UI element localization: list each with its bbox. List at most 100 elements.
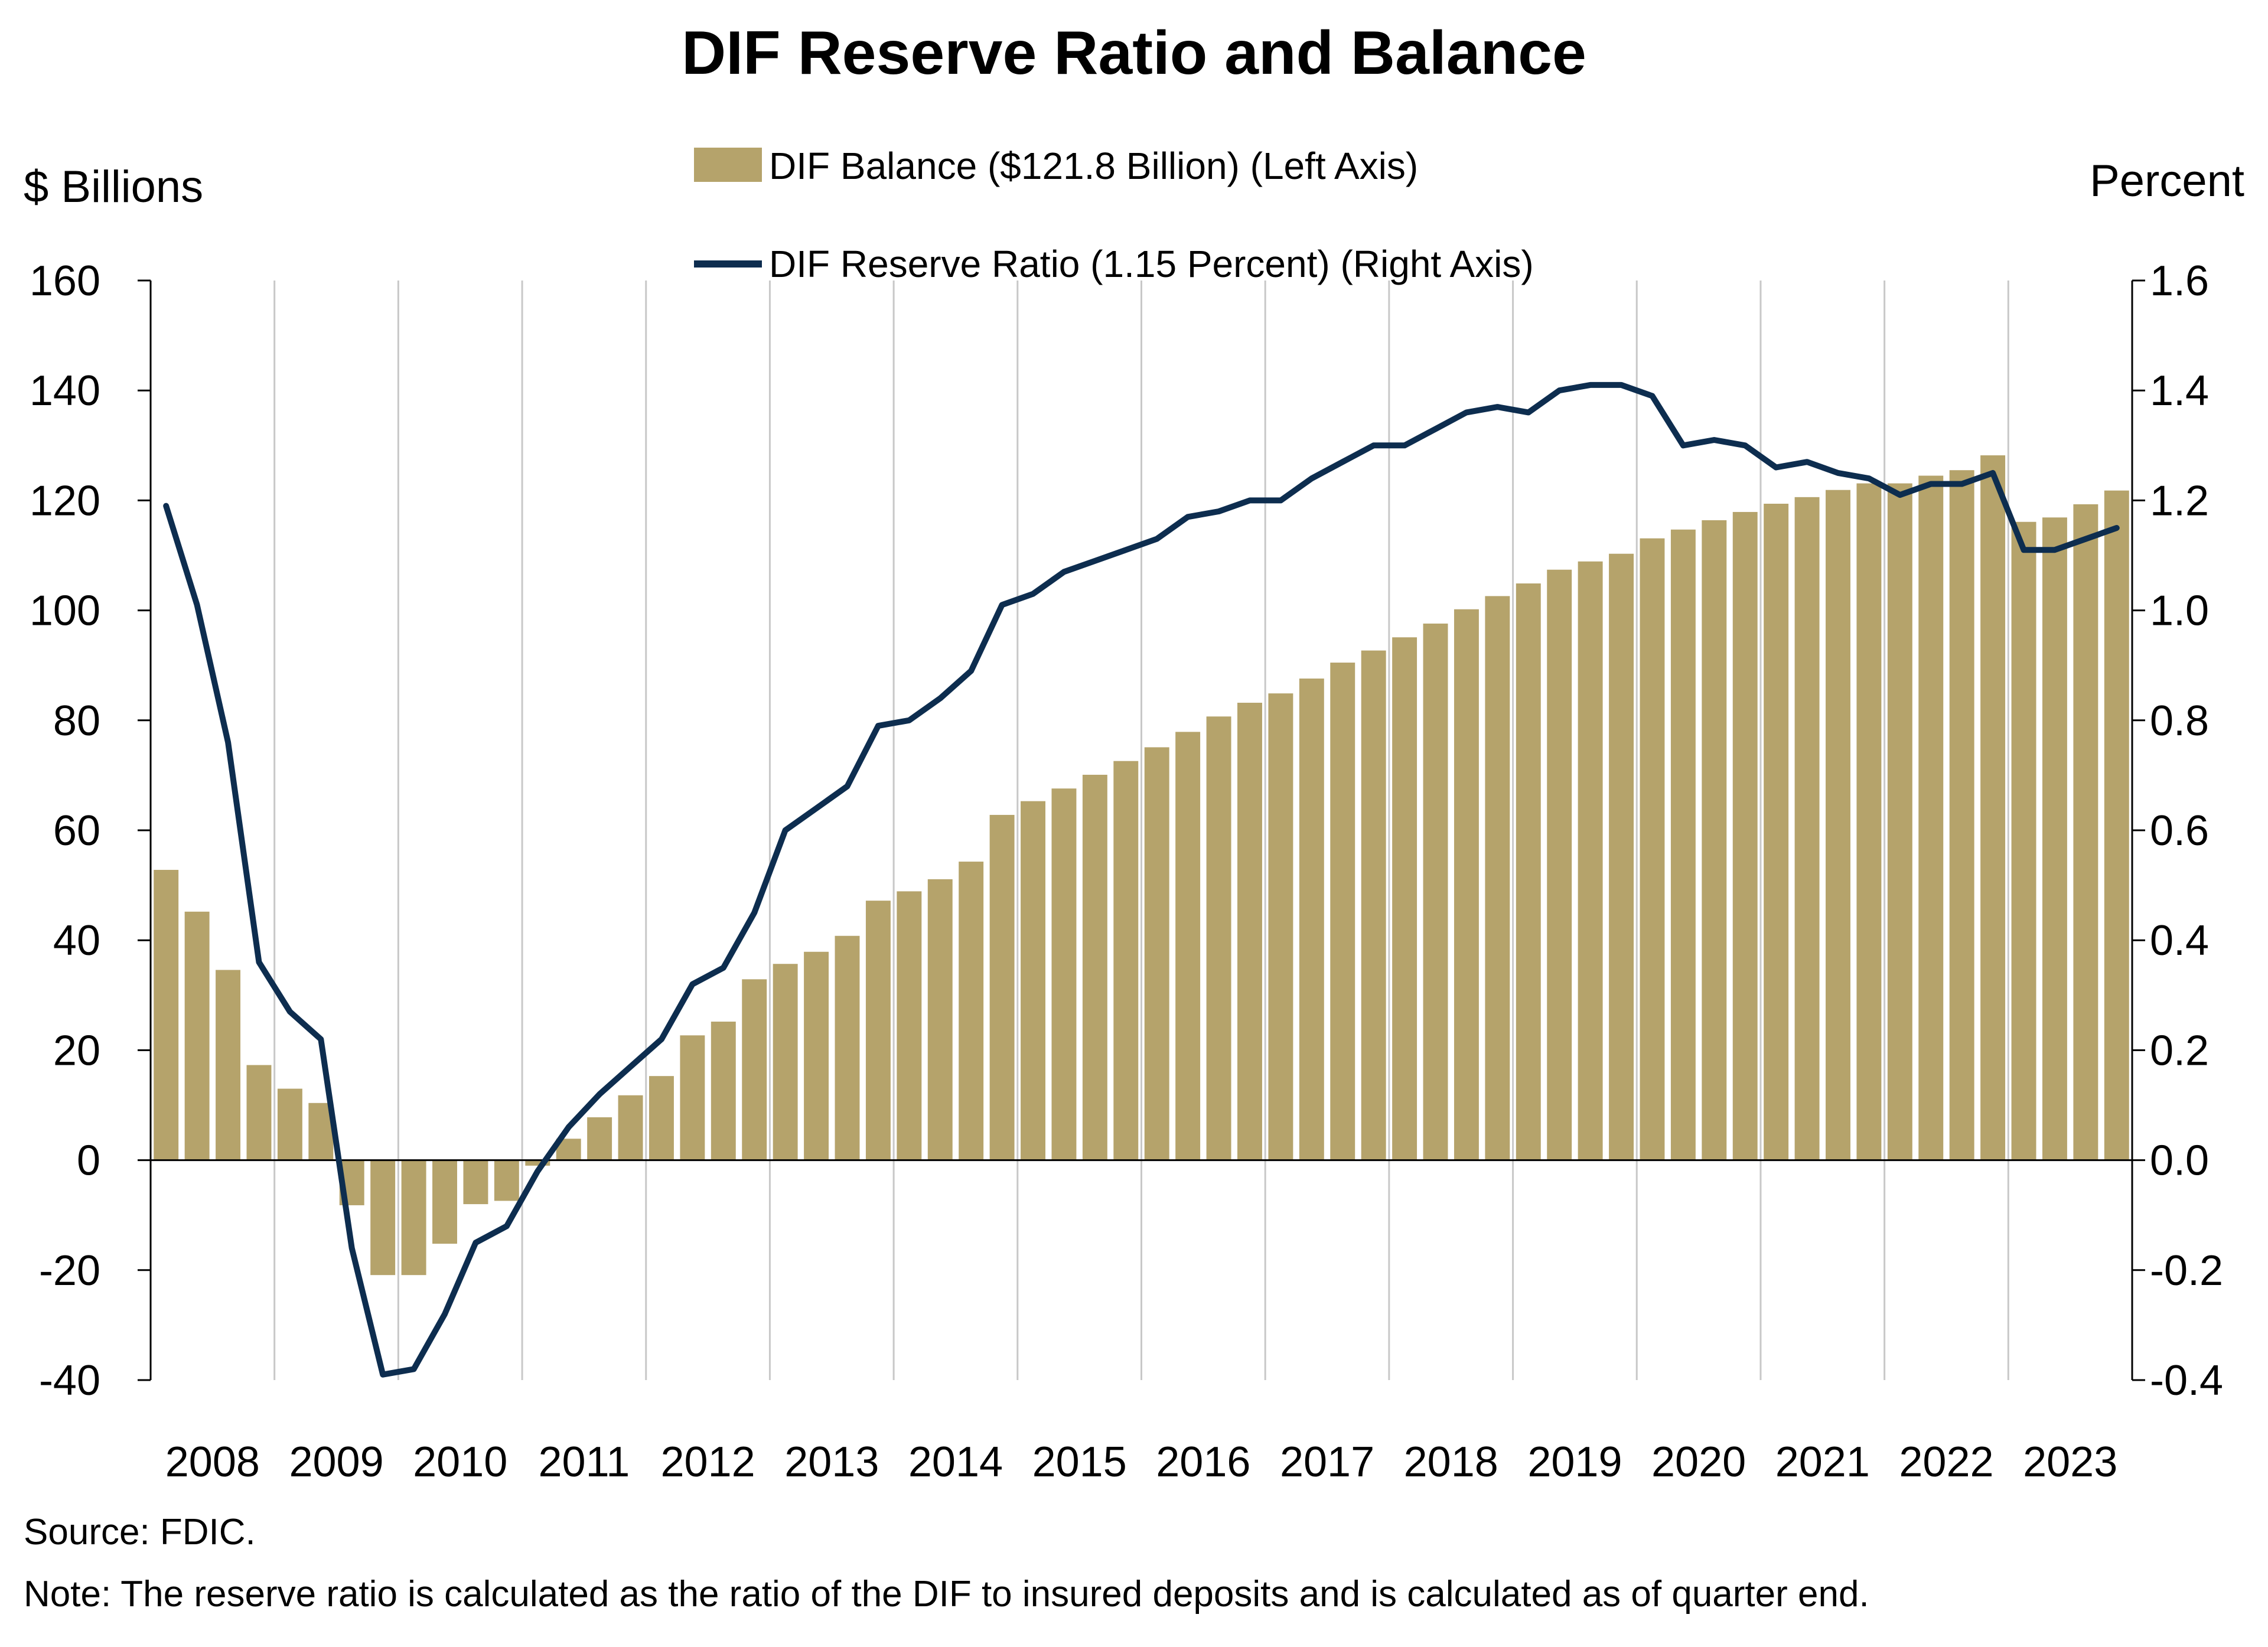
reserve-ratio-line — [163, 381, 2120, 1378]
right-tick-label: 1.6 — [2150, 257, 2209, 305]
balance-bar — [1794, 497, 1820, 1160]
balance-bar — [1361, 650, 1386, 1160]
balance-bar — [1547, 569, 1572, 1160]
left-tick-label: 0 — [77, 1137, 100, 1185]
balance-bar — [742, 979, 767, 1160]
left-tick-label: 140 — [30, 367, 100, 415]
year-tick-label: 2022 — [1899, 1439, 1993, 1486]
right-tick-label: 1.2 — [2150, 477, 2209, 524]
balance-bar — [959, 862, 984, 1160]
balance-bar — [1826, 490, 1850, 1160]
right-tick-label: 1.0 — [2150, 588, 2209, 635]
balance-bar — [370, 1160, 396, 1276]
left-tick-label: 160 — [30, 257, 100, 305]
left-tick-label: 120 — [30, 477, 100, 524]
balance-bar — [2104, 490, 2129, 1160]
year-tick-label: 2020 — [1651, 1439, 1746, 1486]
balance-bar — [1516, 583, 1541, 1160]
left-tick-label: 80 — [53, 697, 100, 745]
left-tick-label: 100 — [30, 588, 100, 635]
year-tick-labels: 2008 2009 2010 2011 2012 2013 2014 2015 2016 2017… — [165, 1439, 2117, 1486]
balance-bar — [897, 891, 922, 1160]
balance-bar — [1113, 761, 1139, 1160]
balance-bar — [154, 870, 179, 1160]
left-tick-label: -20 — [39, 1247, 100, 1294]
balance-bar — [1206, 716, 1231, 1160]
balance-bar — [1237, 703, 1262, 1160]
right-tick-label: 0.8 — [2150, 697, 2209, 745]
left-tick-label: 40 — [53, 917, 100, 964]
balance-bar — [216, 970, 241, 1160]
right-tick-labels: 1.6 1.4 1.2 1.0 0.8 0.6 0.4 0.2 0.0 -0.2 -0.4 — [2150, 257, 2223, 1404]
balance-bar — [1299, 679, 1324, 1160]
balance-bar — [463, 1160, 488, 1205]
balance-bar — [865, 901, 891, 1160]
balance-bar — [1980, 455, 2006, 1160]
right-tick-label: 0.2 — [2150, 1027, 2209, 1074]
chart-title: DIF Reserve Ratio and Balance — [682, 19, 1586, 87]
year-tick-label: 2021 — [1775, 1439, 1870, 1486]
balance-bar — [494, 1160, 519, 1201]
balance-bar — [1485, 596, 1510, 1160]
balance-bar — [246, 1065, 272, 1160]
balance-bar — [525, 1160, 550, 1166]
methodology-note: Note: The reserve ratio is calculated as… — [24, 1574, 1869, 1615]
balance-bar — [432, 1160, 457, 1244]
year-tick-label: 2009 — [289, 1439, 383, 1486]
balance-bar — [1887, 483, 1912, 1160]
right-tick-label: 0.4 — [2150, 917, 2209, 964]
balance-bars — [154, 455, 2129, 1276]
left-tick-labels: 160 140 120 100 80 60 40 20 0 -20 -40 — [30, 257, 100, 1404]
year-tick-label: 2018 — [1404, 1439, 1498, 1486]
balance-bar — [1578, 561, 1603, 1160]
right-tick-label: 0.0 — [2150, 1137, 2209, 1185]
balance-bar — [1764, 503, 1789, 1160]
balance-bar — [1021, 801, 1045, 1160]
year-tick-label: 2016 — [1156, 1439, 1250, 1486]
balance-bar — [401, 1160, 426, 1276]
balance-bar — [1175, 732, 1201, 1160]
year-tick-label: 2014 — [908, 1439, 1003, 1486]
year-tick-label: 2019 — [1527, 1439, 1622, 1486]
balance-bar — [2073, 504, 2098, 1160]
legend: DIF Balance ($121.8 Billion) (Left Axis)… — [694, 145, 1534, 285]
balance-bar — [1670, 529, 1696, 1160]
year-tick-label: 2011 — [538, 1439, 630, 1486]
balance-bar — [2011, 521, 2036, 1160]
year-tick-label: 2012 — [661, 1439, 755, 1486]
balance-bar — [1392, 637, 1418, 1160]
balance-bar — [649, 1076, 674, 1160]
balance-bar — [1454, 609, 1479, 1160]
year-tick-label: 2015 — [1032, 1439, 1127, 1486]
balance-bar — [587, 1117, 612, 1160]
balance-bar — [773, 964, 798, 1160]
right-axis-title: Percent — [2090, 156, 2244, 206]
balance-bar — [1918, 475, 1944, 1160]
legend-label-balance: DIF Balance ($121.8 Billion) (Left Axis) — [769, 145, 1418, 187]
balance-bar — [927, 879, 953, 1160]
balance-bar — [1082, 774, 1107, 1160]
right-tick-label: 1.4 — [2150, 367, 2209, 415]
balance-bar — [1640, 538, 1665, 1160]
balance-bar — [1051, 788, 1077, 1160]
balance-bar — [1268, 693, 1293, 1160]
balance-bar — [618, 1095, 643, 1160]
balance-bar — [1330, 663, 1355, 1160]
right-tick-label: -0.4 — [2150, 1357, 2223, 1404]
year-tick-label: 2008 — [165, 1439, 260, 1486]
balance-bar — [184, 911, 210, 1160]
balance-bar — [1856, 483, 1882, 1160]
balance-bar — [1144, 747, 1169, 1160]
year-tick-label: 2023 — [2023, 1439, 2117, 1486]
left-tick-label: 20 — [53, 1027, 100, 1074]
legend-swatch-balance — [694, 148, 762, 182]
balance-bar — [1423, 623, 1448, 1160]
balance-bar — [711, 1021, 736, 1160]
balance-bar — [1609, 553, 1634, 1160]
axes — [138, 279, 2145, 1381]
year-tick-label: 2010 — [413, 1439, 507, 1486]
left-tick-label: 60 — [53, 807, 100, 855]
left-tick-label: -40 — [39, 1357, 100, 1404]
balance-bar — [804, 951, 829, 1160]
